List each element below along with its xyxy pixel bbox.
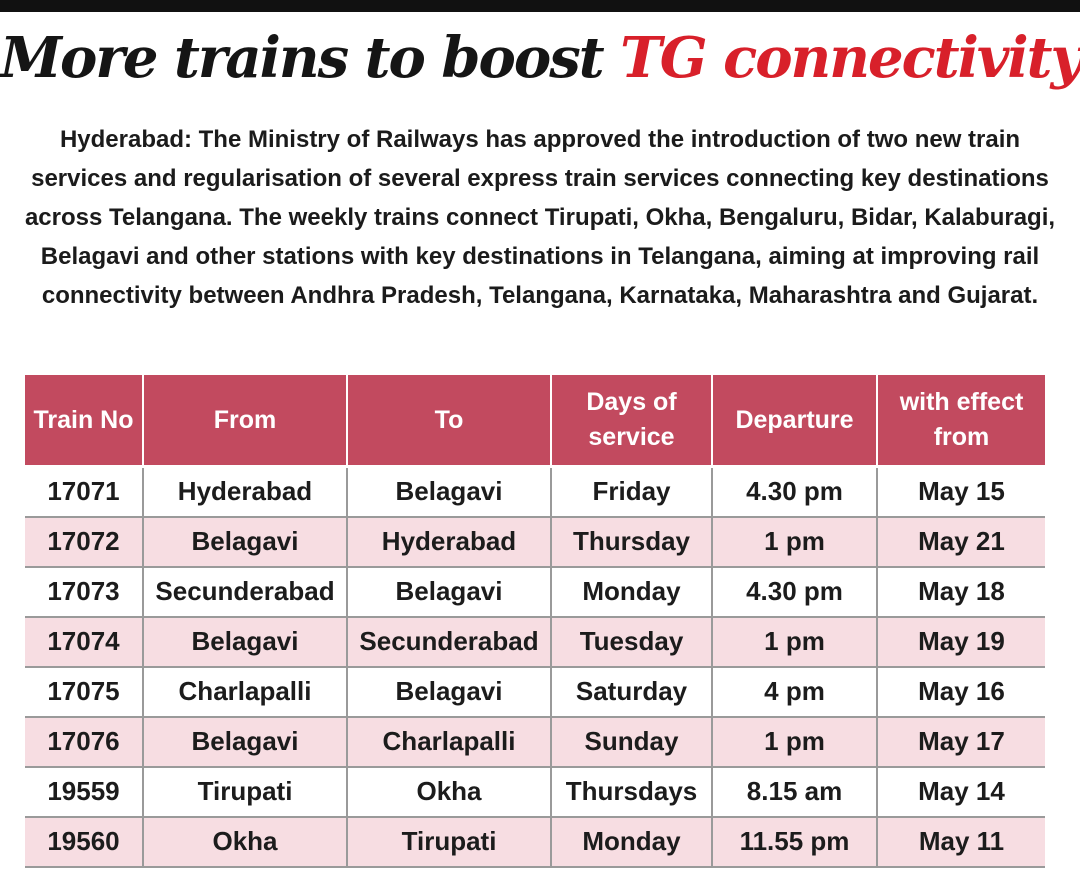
- days-cell: Tuesday: [550, 616, 712, 668]
- train-no-cell: 17072: [25, 516, 143, 568]
- train-no-cell: 17074: [25, 616, 143, 668]
- effect-from-cell: May 19: [876, 616, 1045, 668]
- train-no-cell: 17071: [25, 466, 143, 518]
- train-no-cell: 17076: [25, 716, 143, 768]
- headline-red-part: TG connectivity: [620, 25, 1080, 91]
- table-row: 17074 Belagavi Secunderabad Tuesday 1 pm May …: [25, 616, 1045, 668]
- effect-from-cell: May 18: [876, 566, 1045, 618]
- from-cell: Charlapalli: [142, 666, 347, 718]
- from-cell: Belagavi: [142, 516, 347, 568]
- header-train-no: Train No: [25, 375, 143, 468]
- days-cell: Monday: [550, 566, 712, 618]
- train-schedule-table: Train No From To Days of service Departu…: [25, 375, 1045, 868]
- to-cell: Tirupati: [346, 816, 551, 868]
- effect-from-cell: May 16: [876, 666, 1045, 718]
- table-body: 17071 Hyderabad Belagavi Friday 4.30 pm May 1…: [25, 466, 1045, 868]
- table-row: 17075 Charlapalli Belagavi Saturday 4 pm May …: [25, 666, 1045, 718]
- from-cell: Belagavi: [142, 716, 347, 768]
- departure-cell: 1 pm: [711, 716, 877, 768]
- from-cell: Hyderabad: [142, 466, 347, 518]
- to-cell: Charlapalli: [346, 716, 551, 768]
- table-row: 17072 Belagavi Hyderabad Thursday 1 pm May 21: [25, 516, 1045, 568]
- days-cell: Sunday: [550, 716, 712, 768]
- article-body-text: Hyderabad: The Ministry of Railways has …: [24, 126, 1056, 309]
- effect-from-cell: May 21: [876, 516, 1045, 568]
- to-cell: Okha: [346, 766, 551, 818]
- from-cell: Okha: [142, 816, 347, 868]
- table-row: 19560 Okha Tirupati Monday 11.55 pm May 11: [25, 816, 1045, 868]
- to-cell: Secunderabad: [346, 616, 551, 668]
- days-cell: Friday: [550, 466, 712, 518]
- to-cell: Belagavi: [346, 466, 551, 518]
- departure-cell: 4 pm: [711, 666, 877, 718]
- from-cell: Tirupati: [142, 766, 347, 818]
- to-cell: Belagavi: [346, 566, 551, 618]
- days-cell: Monday: [550, 816, 712, 868]
- header-departure: Departure: [711, 375, 877, 468]
- table-header-row: Train No From To Days of service Departu…: [25, 375, 1045, 468]
- from-cell: Belagavi: [142, 616, 347, 668]
- effect-from-cell: May 11: [876, 816, 1045, 868]
- table-row: 17076 Belagavi Charlapalli Sunday 1 pm May 17: [25, 716, 1045, 768]
- effect-from-cell: May 17: [876, 716, 1045, 768]
- days-cell: Saturday: [550, 666, 712, 718]
- table-row: 17071 Hyderabad Belagavi Friday 4.30 pm May 1…: [25, 466, 1045, 518]
- days-cell: Thursday: [550, 516, 712, 568]
- train-no-cell: 17073: [25, 566, 143, 618]
- top-border-bar: [0, 0, 1080, 12]
- from-cell: Secunderabad: [142, 566, 347, 618]
- header-days-of-service: Days of service: [550, 375, 712, 468]
- header-with-effect-from: with effect from: [876, 375, 1045, 468]
- headline: More trains to boost TG connectivity: [0, 20, 1080, 96]
- table-row: 17073 Secunderabad Belagavi Monday 4.30 pm Ma…: [25, 566, 1045, 618]
- days-cell: Thursdays: [550, 766, 712, 818]
- table-row: 19559 Tirupati Okha Thursdays 8.15 am May 14: [25, 766, 1045, 818]
- effect-from-cell: May 14: [876, 766, 1045, 818]
- header-from: From: [142, 375, 347, 468]
- train-no-cell: 17075: [25, 666, 143, 718]
- train-no-cell: 19560: [25, 816, 143, 868]
- header-to: To: [346, 375, 551, 468]
- departure-cell: 11.55 pm: [711, 816, 877, 868]
- departure-cell: 8.15 am: [711, 766, 877, 818]
- headline-black-part: More trains to boost: [0, 25, 621, 91]
- to-cell: Hyderabad: [346, 516, 551, 568]
- effect-from-cell: May 15: [876, 466, 1045, 518]
- departure-cell: 4.30 pm: [711, 466, 877, 518]
- departure-cell: 1 pm: [711, 616, 877, 668]
- to-cell: Belagavi: [346, 666, 551, 718]
- departure-cell: 1 pm: [711, 516, 877, 568]
- departure-cell: 4.30 pm: [711, 566, 877, 618]
- train-no-cell: 19559: [25, 766, 143, 818]
